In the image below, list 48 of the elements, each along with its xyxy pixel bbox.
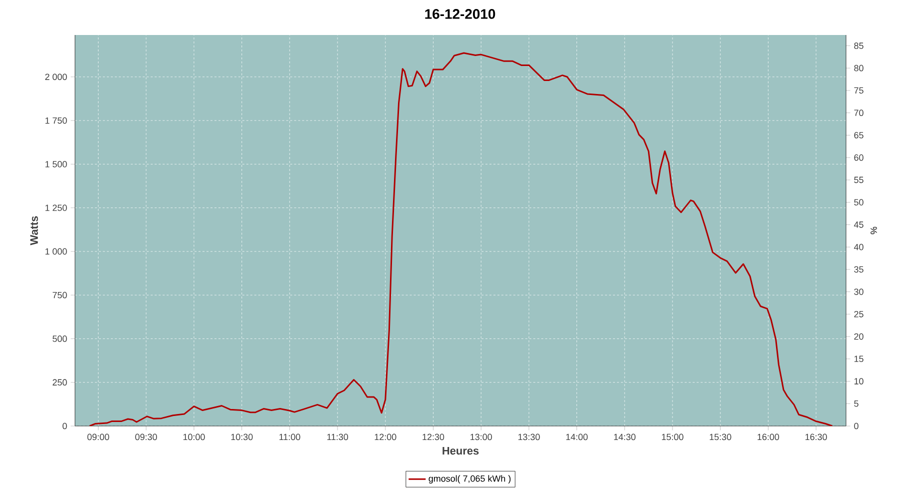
x-tick-label: 16:30 [806,434,827,440]
y2-tick-label: 20 [854,333,864,340]
chart-title: 16-12-2010 [425,9,496,19]
y-tick-label: 1 000 [45,248,67,255]
x-tick-label: 14:30 [614,434,636,440]
x-tick-label: 13:00 [470,434,492,440]
x-tick-label: 13:30 [518,434,540,440]
legend-label: gmosol( 7,065 kWh ) [428,475,511,484]
y-tick-label: 500 [52,336,67,342]
y2-tick-label: 45 [854,222,864,228]
y2-tick-label: 35 [854,266,864,273]
x-tick-label: 12:00 [374,434,396,440]
x-tick-label: 10:00 [183,434,205,440]
y2-tick-label: 10 [854,378,864,384]
x-tick-label: 09:30 [135,434,157,440]
y-tick-label: 750 [52,292,67,298]
y2-tick-label: 55 [854,176,864,184]
y2-tick-label: 15 [854,356,864,362]
y2-tick-label: 40 [854,244,864,250]
y2-tick-label: 25 [854,310,864,318]
y2-tick-label: 5 [854,400,858,407]
y-tick-label: 0 [62,422,67,430]
x-tick-label: 11:30 [327,434,348,440]
y2-tick-label: 85 [854,42,864,49]
x-tick-label: 14:00 [566,434,588,440]
y2-tick-label: 70 [854,110,864,116]
x-tick-label: 11:00 [279,434,300,440]
y2-axis-title: % [870,226,877,234]
y2-tick-label: 80 [854,64,864,72]
y-tick-label: 250 [52,379,67,386]
x-tick-label: 12:30 [422,434,444,440]
x-tick-label: 09:00 [87,434,110,440]
y2-tick-label: 50 [854,199,864,206]
y-tick-label: 1 750 [45,117,67,124]
y-axis-title: Watts [30,216,38,246]
y-tick-label: 1 500 [45,160,67,168]
x-tick-label: 15:00 [662,434,684,440]
y2-tick-label: 65 [854,132,864,138]
y2-tick-label: 60 [854,154,864,161]
y2-tick-label: 0 [854,422,858,430]
y2-tick-label: 75 [854,87,864,94]
y-tick-label: 1 250 [45,204,67,211]
x-axis-title: Heures [442,446,479,455]
x-tick-label: 10:30 [231,434,253,440]
y2-tick-label: 30 [854,288,864,295]
x-tick-label: 15:30 [710,434,732,440]
y-tick-label: 2 000 [45,74,67,80]
x-tick-label: 16:00 [758,434,780,440]
